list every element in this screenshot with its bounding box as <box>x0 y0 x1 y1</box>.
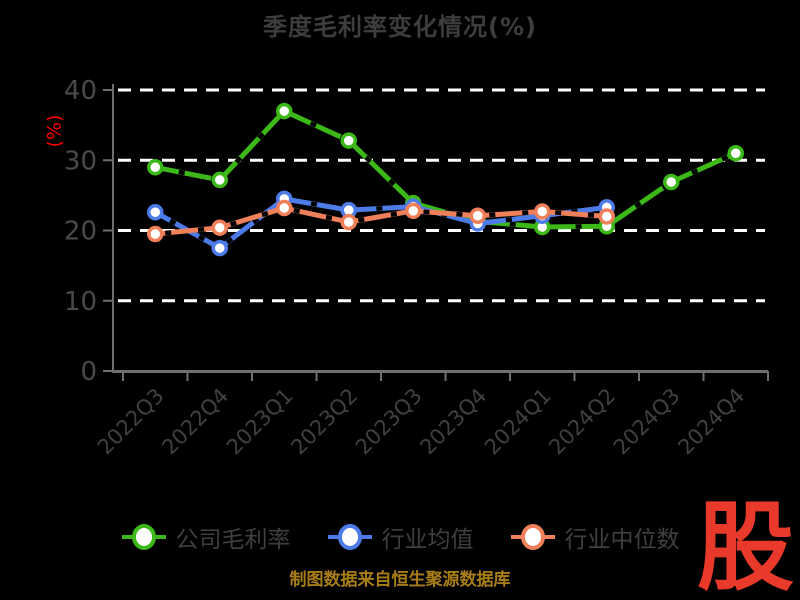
y-tick-label: 40 <box>64 76 97 106</box>
series-1-marker <box>211 239 228 257</box>
chart-legend: 公司毛利率 行业均值 行业中位数 <box>0 520 800 554</box>
series-2-marker <box>276 199 293 217</box>
series-0-sketch-overlay <box>154 108 737 230</box>
series-1-sketch-overlay <box>154 196 608 251</box>
series-0-marker <box>276 102 293 120</box>
x-tick-label: 2022Q4 <box>157 384 233 460</box>
y-tick-label: 30 <box>64 146 97 176</box>
series-0-line <box>152 108 739 230</box>
legend-item-industry-median: 行业中位数 <box>510 520 680 554</box>
series-2-marker <box>469 207 486 224</box>
gu-watermark-logo: 股 <box>697 491 794 600</box>
x-tick-label: 2023Q2 <box>286 384 362 460</box>
series-2-marker <box>405 202 422 220</box>
series-2-marker <box>534 203 551 220</box>
x-tick-label: 2024Q2 <box>544 384 620 460</box>
legend-item-industry-average: 行业均值 <box>327 520 474 554</box>
series-2-marker <box>147 225 164 243</box>
series-2-marker <box>211 219 228 236</box>
series-0-marker <box>663 173 680 191</box>
x-tick-label: 2023Q4 <box>415 384 491 460</box>
legend-label-company-gross-margin: 公司毛利率 <box>175 527 291 553</box>
legend-item-company-gross-margin: 公司毛利率 <box>121 520 291 554</box>
legend-label-industry-average: 行业均值 <box>381 527 474 553</box>
x-tick-label: 2022Q3 <box>93 384 169 460</box>
y-tick-label: 20 <box>64 217 97 247</box>
legend-marker-icon <box>510 524 555 550</box>
series-2-sketch-overlay <box>155 205 607 237</box>
x-tick-label: 2023Q3 <box>351 384 427 460</box>
series-0-marker <box>147 159 164 176</box>
x-tick-label: 2024Q3 <box>609 384 685 460</box>
series-2-marker <box>340 213 357 231</box>
legend-marker-icon <box>121 524 166 550</box>
legend-label-industry-median: 行业中位数 <box>564 527 680 553</box>
series-0-marker <box>211 171 228 189</box>
x-tick-label: 2023Q1 <box>222 384 298 460</box>
y-tick-label: 0 <box>80 357 97 387</box>
series-2-marker <box>598 208 615 225</box>
legend-marker-icon <box>327 524 372 550</box>
x-tick-label: 2024Q1 <box>480 384 556 460</box>
x-tick-label: 2024Q4 <box>673 384 749 460</box>
series-0-marker <box>340 132 357 149</box>
chart-title: 季度毛利率变化情况(%) <box>263 13 537 41</box>
series-1-marker <box>147 203 164 221</box>
data-source-note: 制图数据来自恒生聚源数据库 <box>289 570 511 590</box>
y-tick-label: 10 <box>64 287 97 317</box>
series-0-marker <box>727 144 744 162</box>
